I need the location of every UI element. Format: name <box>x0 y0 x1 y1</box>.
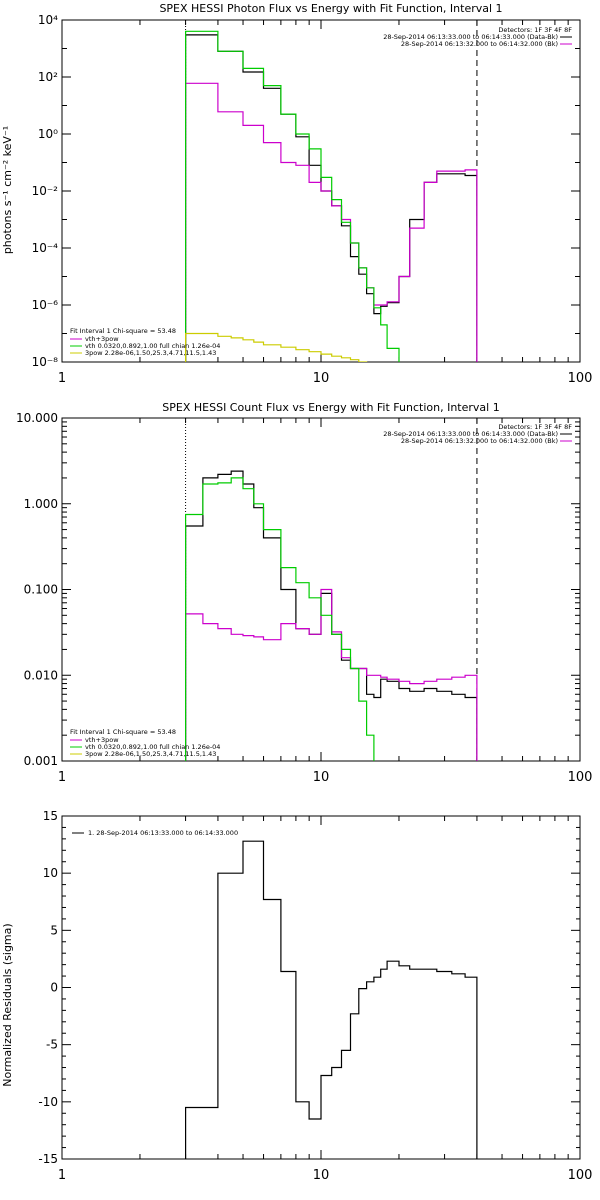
legend-vth3pow: vth+3pow <box>85 335 119 343</box>
x-tick-label: 100 <box>568 1168 593 1183</box>
legend-vth: vth 0.0320,0.892,1.00 full chian 1.26e-0… <box>85 743 220 751</box>
y-tick-label: 10⁰ <box>38 127 58 141</box>
y-tick-label: 10⁻⁶ <box>32 298 59 312</box>
y-tick-label: 10⁻⁴ <box>32 241 59 255</box>
residuals-legend: 1. 28-Sep-2014 06:13:33.000 to 06:14:33.… <box>72 829 238 837</box>
legend-bk: 28-Sep-2014 06:13:32.000 to 06:14:32.000… <box>401 40 558 48</box>
count-flux-legend-right: Detectors: 1F 3F 4F 8F 28-Sep-2014 06:13… <box>383 423 572 445</box>
series-vth-line <box>185 30 400 362</box>
count-flux-panel: SPEX HESSI Count Flux vs Energy with Fit… <box>16 401 593 785</box>
residuals-ylabel: Normalized Residuals (sigma) <box>1 923 14 1086</box>
legend-fit-interval: Fit Interval 1 Chi-square = 53.48 <box>70 728 176 736</box>
y-tick-label: 15 <box>43 809 58 823</box>
y-tick-label: 10⁻⁸ <box>32 355 59 369</box>
y-tick-label: -15 <box>38 1152 58 1166</box>
legend-data-bk: 28-Sep-2014 06:13:33.000 to 06:14:33.000… <box>383 430 558 438</box>
x-tick-label: 100 <box>568 371 593 386</box>
x-tick-label: 10 <box>313 371 330 386</box>
y-tick-label: 0 <box>50 981 58 995</box>
x-tick-label: 100 <box>568 770 593 785</box>
series-data-line <box>185 470 478 761</box>
legend-data-bk: 28-Sep-2014 06:13:33.000 to 06:14:33.000… <box>383 33 558 41</box>
x-tick-label: 1 <box>58 371 66 386</box>
y-tick-label: 0.001 <box>24 754 58 768</box>
legend-fit-interval: Fit Interval 1 Chi-square = 53.48 <box>70 327 176 335</box>
y-tick-label: 10² <box>38 70 58 84</box>
legend-vth3pow: vth+3pow <box>85 736 119 744</box>
x-tick-label: 10 <box>313 770 330 785</box>
y-tick-label: 10⁴ <box>38 13 58 27</box>
y-tick-label: 1.000 <box>24 497 58 511</box>
y-tick-label: 0.010 <box>24 668 58 682</box>
legend-vth: vth 0.0320,0.892,1.00 full chian 1.26e-0… <box>85 342 220 350</box>
legend-detectors: Detectors: 1F 3F 4F 8F <box>498 423 572 431</box>
y-tick-label: 10 <box>43 866 58 880</box>
count-flux-legend-left: Fit Interval 1 Chi-square = 53.48 vth+3p… <box>70 728 220 758</box>
legend-detectors: Detectors: 1F 3F 4F 8F <box>498 26 572 34</box>
y-tick-label: 10⁻² <box>32 184 59 198</box>
photon-flux-legend-right: Detectors: 1F 3F 4F 8F 28-Sep-2014 06:13… <box>383 26 572 48</box>
y-tick-label: 5 <box>50 923 58 937</box>
photon-flux-title: SPEX HESSI Photon Flux vs Energy with Fi… <box>159 2 502 15</box>
x-tick-label: 10 <box>313 1168 330 1183</box>
series-vth-line <box>185 477 375 761</box>
count-flux-title: SPEX HESSI Count Flux vs Energy with Fit… <box>162 401 499 414</box>
residuals-plot-area: 1 10 100 -15 -10 -5 0 5 10 15 <box>38 809 592 1183</box>
photon-flux-legend-left: Fit Interval 1 Chi-square = 53.48 vth+3p… <box>70 327 220 357</box>
series-3pow-line <box>185 332 368 362</box>
y-tick-label: 0.100 <box>24 583 58 597</box>
legend-3pow: 3pow 2.28e-06,1.50,25.3,4.71,11.5,1.43 <box>85 750 216 758</box>
x-tick-label: 1 <box>58 770 66 785</box>
photon-flux-panel: SPEX HESSI Photon Flux vs Energy with Fi… <box>1 2 592 386</box>
photon-flux-ylabel: photons s⁻¹ cm⁻² keV⁻¹ <box>1 126 14 254</box>
series-fit_total-line <box>185 82 478 362</box>
y-tick-label: 10.000 <box>16 411 58 425</box>
legend-3pow: 3pow 2.28e-06,1.50,25.3,4.71,11.5,1.43 <box>85 349 216 357</box>
series-residuals-line <box>185 840 478 1159</box>
photon-flux-plot-area: 1 10 100 10⁻⁸ 10⁻⁶ 10⁻⁴ 10⁻² 10⁰ 10² 10⁴ <box>32 13 593 386</box>
count-flux-plot-area: 1 10 100 0.001 0.010 0.100 1.000 10.000 <box>16 411 593 785</box>
x-tick-label: 1 <box>58 1168 66 1183</box>
residuals-panel: Normalized Residuals (sigma) 1 10 100-15-1… <box>1 809 592 1183</box>
y-tick-label: -5 <box>46 1038 58 1052</box>
legend-bk: 28-Sep-2014 06:13:32.000 to 06:14:32.000… <box>401 437 558 445</box>
legend-residuals: 1. 28-Sep-2014 06:13:33.000 to 06:14:33.… <box>88 829 238 837</box>
y-tick-label: -10 <box>38 1095 58 1109</box>
